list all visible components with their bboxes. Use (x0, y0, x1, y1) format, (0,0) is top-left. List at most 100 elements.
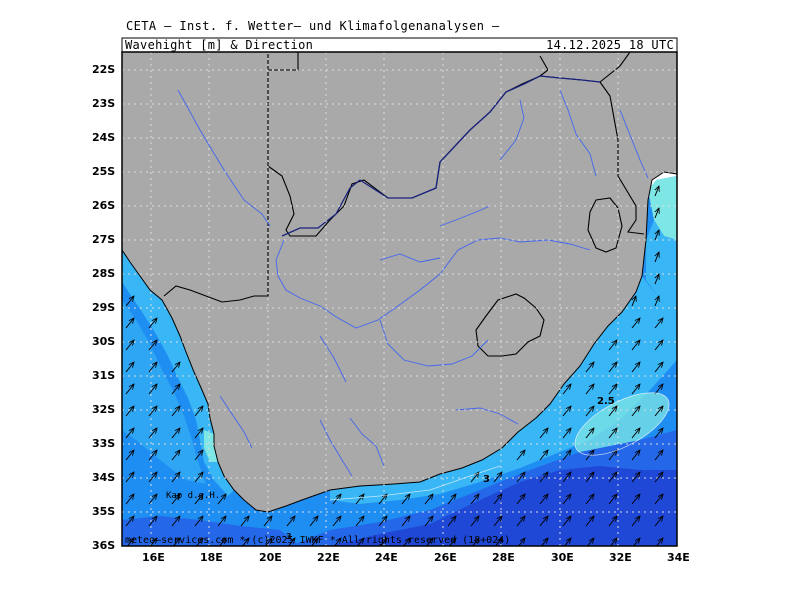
wave-arrow (448, 538, 456, 546)
wave-arrow (149, 538, 157, 546)
wave-arrow (631, 472, 640, 483)
wave-arrow (562, 472, 571, 483)
sea-west-band (122, 300, 206, 484)
wave-arrow (172, 538, 180, 546)
wave-arrow (148, 318, 157, 329)
wave-arrow (401, 516, 410, 527)
wave-arrow (631, 384, 640, 395)
wave-arrow (148, 362, 157, 373)
wave-arrow (493, 516, 502, 527)
wave-arrow (194, 428, 203, 439)
wave-arrow (125, 362, 134, 373)
rivers (177, 89, 649, 477)
wave-arrow (608, 516, 617, 527)
wave-arrow (585, 384, 594, 395)
wave-arrow (309, 516, 318, 527)
wave-arrow (631, 428, 640, 439)
wave-arrow (655, 274, 659, 285)
lat-label: 24S (92, 131, 116, 144)
header-title: CETA — Inst. f. Wetter— und Klimafolgena… (126, 19, 500, 33)
wave-arrow (654, 472, 663, 483)
wave-arrow (194, 406, 203, 417)
wave-arrow (608, 340, 617, 351)
wave-arrow (264, 538, 272, 546)
wave-arrow (654, 318, 663, 329)
wave-arrow (608, 494, 617, 505)
wave-arrow (493, 494, 502, 505)
wave-arrow (585, 516, 594, 527)
wave-arrow (655, 208, 659, 219)
lat-label: 23S (92, 97, 116, 110)
wave-arrow (585, 406, 594, 417)
wave-arrow (148, 450, 157, 461)
wave-arrow (379, 538, 387, 546)
wave-arrow (425, 538, 433, 546)
wave-arrow (654, 428, 663, 439)
wave-arrow (631, 516, 640, 527)
wave-arrow (148, 384, 157, 395)
land-mass (122, 52, 677, 513)
valid-time: 14.12.2025 18 UTC (546, 38, 674, 52)
wave-arrow (194, 494, 203, 505)
map-subtitle: Wavehight [m] & Direction (125, 38, 314, 52)
lat-label: 26S (92, 199, 116, 212)
wave-arrow (471, 538, 479, 546)
wave-arrow (355, 516, 364, 527)
wave-arrow (585, 494, 594, 505)
wave-direction-arrows (125, 186, 663, 546)
place-label-cape: Kap d.g.H. (166, 491, 220, 501)
wave-arrow (632, 538, 640, 546)
wave-arrow (655, 252, 659, 263)
wave-arrow (424, 494, 433, 505)
wave-arrow (402, 538, 410, 546)
wave-arrow (148, 494, 157, 505)
wave-arrow (125, 384, 134, 395)
contour-label-3b: 3 (286, 532, 292, 541)
wave-arrow (562, 428, 571, 439)
wave-arrow (494, 538, 502, 546)
wave-arrow (654, 516, 663, 527)
wave-arrow (287, 538, 295, 546)
wave-arrow (585, 428, 594, 439)
lat-label: 27S (92, 233, 116, 246)
sea-east-light (648, 176, 677, 240)
wave-arrow (654, 494, 663, 505)
wave-arrow (654, 450, 663, 461)
wave-arrow (562, 406, 571, 417)
wave-arrow (562, 494, 571, 505)
wave-arrow (608, 362, 617, 373)
graticule (122, 52, 677, 546)
wave-arrow (539, 494, 548, 505)
lat-label: 30S (92, 335, 116, 348)
wave-arrow (539, 428, 548, 439)
wave-arrow (655, 538, 663, 546)
wave-arrow (586, 538, 594, 546)
wave-arrow (632, 296, 636, 307)
province-border (281, 75, 601, 237)
sea-light-ellipse (574, 392, 670, 456)
wave-arrow (470, 516, 479, 527)
sea-light-patch (204, 430, 218, 462)
wave-arrow (401, 494, 410, 505)
wave-arrow (171, 428, 180, 439)
wave-arrow (424, 516, 433, 527)
contour-lines (329, 392, 670, 501)
wave-arrow (608, 384, 617, 395)
sea-high-sw (122, 516, 300, 546)
wave-arrow (148, 406, 157, 417)
lon-label: 26E (434, 551, 457, 564)
wave-arrow (125, 406, 134, 417)
wave-arrow (585, 362, 594, 373)
wave-arrow (562, 516, 571, 527)
wave-arrow (655, 230, 659, 241)
lat-label: 31S (92, 369, 116, 382)
wave-arrow (631, 494, 640, 505)
sea-max-field (330, 466, 677, 546)
wave-arrow (148, 472, 157, 483)
lon-label: 18E (200, 551, 223, 564)
footer-credit: meteo—services.com * (c)2025 IWKF * All … (125, 535, 510, 546)
wave-arrow (562, 384, 571, 395)
wave-arrow (608, 472, 617, 483)
lat-label: 33S (92, 437, 116, 450)
wave-arrow (493, 472, 502, 483)
